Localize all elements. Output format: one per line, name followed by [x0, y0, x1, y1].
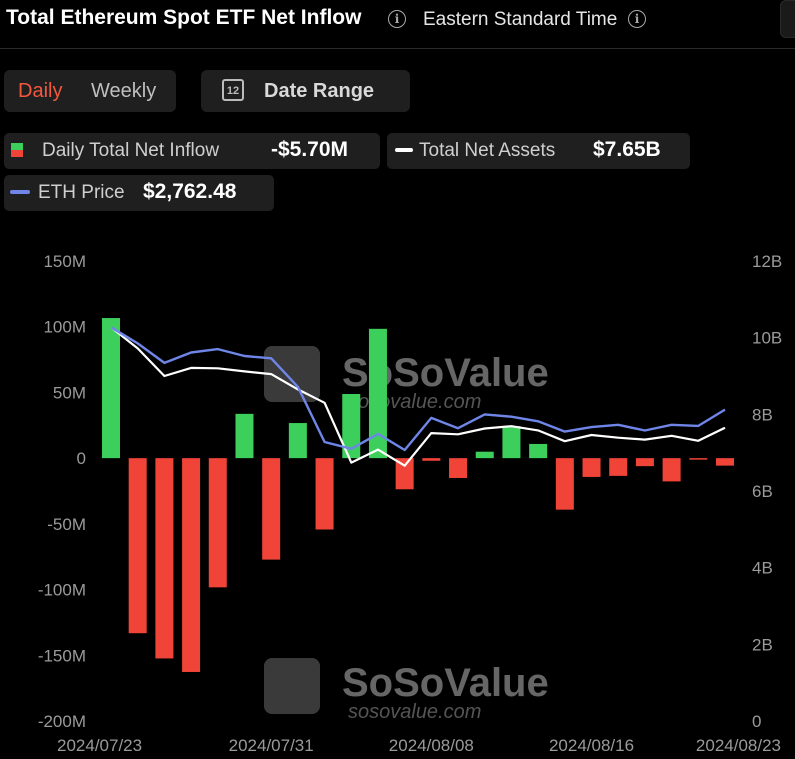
watermark-brand-2: SoSoValue [342, 661, 549, 705]
inflow-swatch-icon [11, 143, 23, 157]
timezone-info-icon[interactable]: i [628, 10, 646, 28]
inflow-bar[interactable] [529, 443, 548, 459]
y-left-tick: -100M [38, 581, 86, 600]
inflow-bar[interactable] [128, 458, 147, 634]
y-left-tick: 50M [53, 383, 86, 402]
header-divider [0, 48, 795, 49]
inflow-bar[interactable] [208, 458, 227, 588]
eth-price-line[interactable] [110, 326, 726, 452]
y-axis-left: 150M 100M 50M 0 -50M -100M -150M -200M [38, 252, 86, 731]
y-left-tick: -150M [38, 646, 86, 665]
y-right-tick: 6B [752, 482, 773, 501]
inflow-bar[interactable] [368, 328, 387, 459]
watermark-bottom: SoSoValue sosovalue.com [264, 658, 549, 723]
watermark-url-2: sosovalue.com [348, 701, 481, 723]
y-left-tick: 0 [77, 449, 86, 468]
y-left-tick: 100M [43, 318, 86, 337]
page-title: Total Ethereum Spot ETF Net Inflow [6, 6, 362, 29]
inflow-bar[interactable] [155, 458, 174, 659]
corner-menu-button[interactable] [780, 0, 795, 38]
inflow-chart[interactable]: SoSoValue sosovalue.com SoSoValue sosova… [0, 240, 795, 759]
inflow-bar[interactable] [235, 413, 254, 459]
inflow-bar[interactable] [582, 458, 601, 477]
assets-line-icon [395, 148, 413, 152]
period-toggle [4, 70, 176, 112]
inflow-bar[interactable] [395, 458, 414, 490]
inflow-bar[interactable] [315, 458, 334, 530]
eth-price-label: ETH Price [38, 182, 125, 203]
x-tick-label: 2024/07/23 [57, 736, 142, 755]
assets-label: Total Net Assets [419, 140, 556, 161]
info-icon[interactable]: i [388, 10, 406, 28]
x-tick-label: 2024/08/23 [696, 736, 781, 755]
inflow-bar[interactable] [288, 423, 307, 459]
inflow-label: Daily Total Net Inflow [42, 140, 220, 161]
y-right-tick: 0 [752, 712, 761, 731]
legend-inflow[interactable] [4, 133, 380, 169]
y-right-tick: 10B [752, 329, 782, 348]
inflow-bar[interactable] [449, 458, 468, 478]
watermark-logo-icon [264, 346, 320, 402]
inflow-bar[interactable] [182, 458, 201, 672]
watermark-logo-icon-2 [264, 658, 320, 714]
calendar-icon: 12 [222, 79, 244, 101]
x-tick-label: 2024/08/16 [549, 736, 634, 755]
inflow-bar[interactable] [635, 458, 654, 467]
inflow-bar[interactable] [475, 451, 494, 459]
inflow-bar[interactable] [422, 458, 441, 461]
eth-line-icon [10, 190, 30, 194]
y-left-tick: -50M [47, 515, 86, 534]
total-net-assets-line[interactable] [110, 326, 726, 467]
legend-assets[interactable] [387, 133, 690, 169]
inflow-bar[interactable] [102, 318, 120, 459]
inflow-bar[interactable] [342, 394, 361, 459]
inflow-bar[interactable] [502, 426, 521, 459]
x-tick-label: 2024/08/08 [389, 736, 474, 755]
daily-tab[interactable]: Daily [18, 80, 63, 102]
y-axis-right: 12B 10B 8B 6B 4B 2B 0 [752, 252, 782, 731]
y-right-tick: 12B [752, 252, 782, 271]
date-range-label: Date Range [264, 80, 375, 102]
eth-price-value: $2,762.48 [143, 180, 237, 203]
watermark-url: sosovalue.com [348, 391, 481, 413]
assets-value: $7.65B [593, 138, 661, 161]
y-right-tick: 8B [752, 405, 773, 424]
date-range-button[interactable] [201, 70, 410, 112]
inflow-value: -$5.70M [271, 138, 349, 161]
inflow-bar[interactable] [662, 458, 681, 482]
y-right-tick: 2B [752, 635, 773, 654]
inflow-bar[interactable] [609, 458, 628, 476]
inflow-bar[interactable] [689, 458, 708, 460]
x-axis: 2024/07/23 2024/07/31 2024/08/08 2024/08/16… [57, 736, 781, 755]
timezone-label: Eastern Standard Time [423, 9, 618, 30]
inflow-bar[interactable] [555, 458, 574, 510]
y-left-tick: -200M [38, 712, 86, 731]
line-series [110, 326, 726, 467]
y-left-tick: 150M [43, 252, 86, 271]
inflow-bar[interactable] [716, 458, 734, 466]
inflow-bar[interactable] [262, 458, 281, 560]
inflow-bars [102, 318, 734, 672]
y-right-tick: 4B [752, 559, 773, 578]
legend-eth-price[interactable] [4, 175, 274, 211]
x-tick-label: 2024/07/31 [229, 736, 314, 755]
weekly-tab[interactable]: Weekly [91, 80, 157, 102]
